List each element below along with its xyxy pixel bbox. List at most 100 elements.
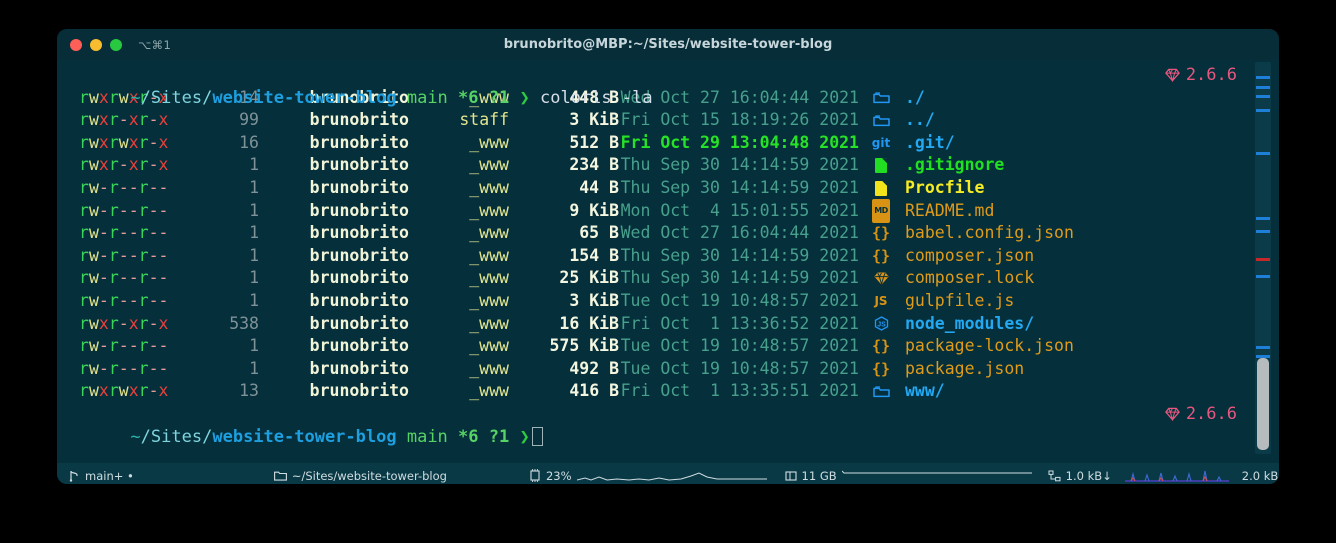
- file-size: 3 KiB: [569, 110, 619, 130]
- minimap-mark: [1256, 346, 1270, 349]
- file-name[interactable]: package.json: [905, 358, 1025, 378]
- file-name[interactable]: .git/: [905, 132, 955, 152]
- cpu-icon: [529, 469, 541, 482]
- gem-icon: [861, 272, 901, 286]
- file-name[interactable]: node_modules/: [905, 313, 1035, 333]
- page-green-icon: [861, 158, 901, 174]
- close-button[interactable]: [70, 38, 82, 51]
- cpu-percent-label: 23%: [545, 468, 572, 483]
- file-size: 416 B: [569, 381, 619, 401]
- file-row: rw-r--r-- 1 brunobrito _www 154 B Thu Sep 30 …: [57, 245, 1279, 268]
- file-row: rwxr-xr-x 1 brunobrito _www 234 B Thu Sep 30 …: [57, 154, 1279, 177]
- file-name[interactable]: babel.config.json: [905, 223, 1074, 243]
- titlebar: ⌥⌘1 brunobrito@MBP:~/Sites/website-tower…: [57, 29, 1279, 60]
- file-size: 154 B: [569, 245, 619, 265]
- file-name[interactable]: composer.json: [905, 245, 1035, 265]
- minimize-button[interactable]: [90, 38, 102, 51]
- prompt-git-branch: main: [406, 87, 448, 108]
- status-network[interactable]: 1.0 kB↓ 2.0 kB↑: [1048, 469, 1279, 483]
- file-date: Tue Oct 19 10:48:57 2021: [620, 290, 859, 310]
- file-group: _www: [469, 268, 509, 288]
- status-cpu[interactable]: 23%: [529, 469, 767, 483]
- file-permissions: rw-r--r--: [79, 268, 169, 288]
- file-name[interactable]: ./: [905, 87, 925, 107]
- maximize-button[interactable]: [110, 38, 122, 51]
- file-owner: brunobrito: [309, 200, 409, 220]
- file-row: rwxr-xr-x 99 brunobrito staff 3 KiB Fri Oct 1…: [57, 109, 1279, 132]
- traffic-lights: [57, 38, 122, 51]
- file-name[interactable]: www/: [905, 381, 945, 401]
- json-icon: {}: [871, 359, 891, 378]
- file-permissions: rw-r--r--: [79, 200, 169, 220]
- file-date: Wed Oct 27 16:04:44 2021: [620, 87, 859, 107]
- minimap-mark: [1256, 152, 1270, 155]
- file-link-count: 1: [249, 245, 259, 265]
- minimap-mark: [1256, 109, 1270, 112]
- rprompt-ruby-version: 2.6.6: [1164, 64, 1237, 87]
- file-size: 44 B: [579, 177, 619, 197]
- file-size: 492 B: [569, 358, 619, 378]
- status-git[interactable]: main+ •: [69, 469, 134, 483]
- scrollbar-thumb[interactable]: [1257, 358, 1269, 450]
- file-date: Thu Sep 30 14:14:59 2021: [620, 177, 859, 197]
- file-name[interactable]: .gitignore: [905, 155, 1005, 175]
- file-link-count: 1: [249, 290, 259, 310]
- file-group: _www: [469, 87, 509, 107]
- file-permissions: rwxrwxr-x: [79, 87, 169, 107]
- prompt-tilde: ~: [130, 87, 141, 108]
- file-link-count: 1: [249, 336, 259, 356]
- ruby-version-text-2: 2.6.6: [1185, 403, 1237, 424]
- prompt-git-untracked-count: ?1: [488, 87, 510, 108]
- file-size: 16 KiB: [559, 313, 619, 333]
- markdown-icon: MD: [861, 198, 901, 224]
- file-link-count: 1: [249, 155, 259, 175]
- file-group: _www: [469, 223, 509, 243]
- status-path[interactable]: ~/Sites/website-tower-blog: [273, 469, 447, 483]
- file-permissions: rw-r--r--: [79, 223, 169, 243]
- file-link-count: 13: [239, 381, 259, 401]
- file-name[interactable]: ../: [905, 110, 935, 130]
- file-permissions: rw-r--r--: [79, 290, 169, 310]
- text-cursor[interactable]: [531, 426, 543, 446]
- scrollbar-minimap[interactable]: [1255, 62, 1271, 454]
- file-owner: brunobrito: [309, 358, 409, 378]
- network-up-label: 2.0 kB↑: [1241, 468, 1279, 483]
- prompt2-tilde: ~: [130, 426, 141, 447]
- file-row: rw-r--r-- 1 brunobrito _www 492 B Tue Oct 19 …: [57, 358, 1279, 381]
- file-link-count: 1: [249, 177, 259, 197]
- minimap-mark: [1256, 76, 1270, 79]
- file-name[interactable]: package-lock.json: [905, 336, 1074, 356]
- file-link-count: 16: [239, 132, 259, 152]
- prompt2-git-untracked-count: ?1: [488, 426, 510, 447]
- terminal-window: ⌥⌘1 brunobrito@MBP:~/Sites/website-tower…: [57, 29, 1279, 484]
- network-sparkline: [1124, 469, 1229, 483]
- minimap-mark-error: [1256, 258, 1270, 261]
- rprompt2-ruby-version: 2.6.6: [1164, 403, 1237, 426]
- file-name[interactable]: README.md: [905, 200, 995, 220]
- status-memory[interactable]: 11 GB: [784, 469, 1032, 483]
- file-owner: brunobrito: [309, 268, 409, 288]
- file-link-count: 14: [239, 87, 259, 107]
- file-group: _www: [469, 336, 509, 356]
- file-name[interactable]: Procfile: [905, 177, 985, 197]
- network-down-label: 1.0 kB↓: [1065, 468, 1112, 483]
- prompt2-directory: website-tower-blog: [212, 426, 397, 447]
- file-row: rw-r--r-- 1 brunobrito _www 25 KiB Thu Sep 30…: [57, 267, 1279, 290]
- file-group: _www: [469, 132, 509, 152]
- file-row: rw-r--r-- 1 brunobrito _www 44 B Thu Sep 30 1…: [57, 177, 1279, 200]
- file-name[interactable]: composer.lock: [905, 268, 1035, 288]
- file-name[interactable]: gulpfile.js: [905, 290, 1015, 310]
- prompt-directory: website-tower-blog: [212, 87, 397, 108]
- file-permissions: rw-r--r--: [79, 177, 169, 197]
- prompt-line-input[interactable]: ~/Sites/website-tower-blog main *6 ?1 ❯ …: [57, 403, 1279, 447]
- prompt-path-segment: Sites: [150, 87, 203, 108]
- prompt2-path-segment: Sites: [150, 426, 203, 447]
- file-date: Fri Oct 1 13:36:52 2021: [620, 313, 859, 333]
- terminal-body[interactable]: ~/Sites/website-tower-blog main *6 ?1 ❯ …: [57, 60, 1279, 463]
- prompt-git-dirty-count: *6: [458, 87, 479, 108]
- file-row: rwxr-xr-x 538 brunobrito _www 16 KiB Fri Oct …: [57, 313, 1279, 336]
- memory-sparkline: [841, 469, 1032, 483]
- folder-icon: [273, 470, 287, 481]
- file-owner: brunobrito: [309, 155, 409, 175]
- file-link-count: 538: [229, 313, 259, 333]
